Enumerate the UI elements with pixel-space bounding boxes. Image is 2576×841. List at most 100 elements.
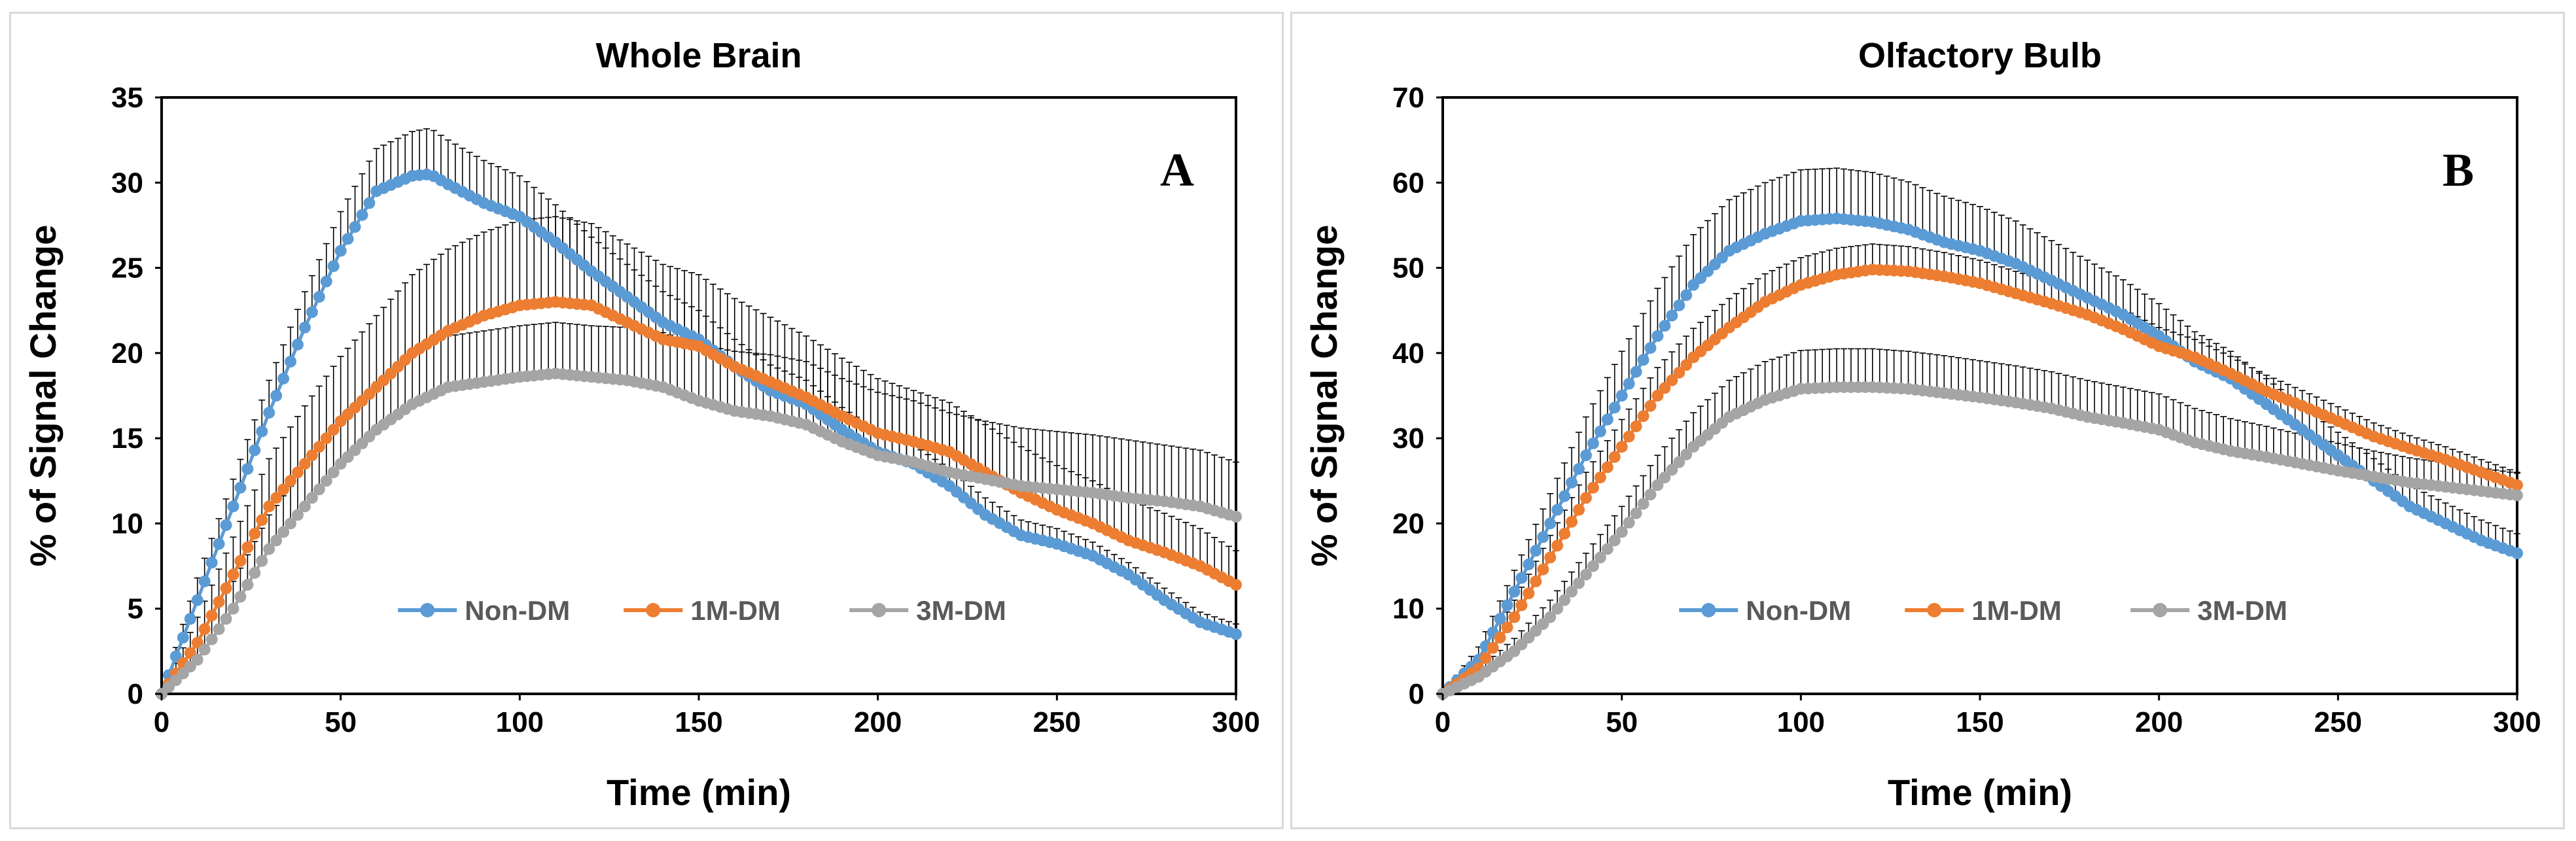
chart-olfactory-bulb: Olfactory Bulb 0 50 100 150 200 250 300 0 10 20 30 4… [1303,36,2541,813]
data-point [313,290,325,303]
data-point [2511,489,2523,502]
y-tick-label: 60 [1392,167,1424,199]
data-point [241,541,254,553]
data-point [291,509,304,521]
legend-label-3m-dm: 3M-DM [916,595,1006,626]
legend-marker-1m-dm [646,603,661,617]
data-point [234,591,247,603]
data-point [1508,585,1521,598]
x-tick-label: 300 [2493,706,2541,738]
data-point [1566,476,1578,489]
legend-label-non-dm: Non-DM [1746,595,1851,626]
y-tick-label: 0 [1409,678,1424,710]
data-point [234,481,247,494]
data-point [205,557,218,569]
y-axis-label: % of Signal Change [22,225,63,567]
y-tick-label: 30 [1392,422,1424,455]
data-point [1515,572,1528,584]
legend: Non-DM 1M-DM 3M-DM [1679,595,2287,626]
data-point [313,483,325,496]
data-point [1615,441,1628,453]
data-point [256,514,268,526]
data-point [298,458,311,470]
data-point [1601,461,1614,473]
data-point [1559,490,1571,502]
data-point [198,644,211,656]
data-point [334,245,347,257]
data-point [2511,547,2523,560]
data-point [184,613,196,625]
data-point [1551,504,1564,516]
data-point [298,321,311,334]
x-tick-label: 0 [1435,706,1451,738]
y-tick-label: 20 [111,337,143,369]
legend-marker-3m-dm [872,603,887,617]
data-point [1680,289,1693,301]
data-point [1659,382,1671,394]
chart-panel-olfactory-bulb: Olfactory Bulb 0 50 100 150 200 250 300 0 10 20 30 4… [1290,12,2565,829]
data-point [1680,448,1693,460]
data-point [1615,526,1628,538]
data-point [1501,599,1513,611]
legend-label-non-dm: Non-DM [465,595,570,626]
y-tick-label: 5 [128,593,143,625]
data-point [1230,511,1242,523]
data-point [285,355,297,368]
x-tick-label: 100 [1777,706,1825,738]
data-point [227,602,239,615]
data-point [263,543,275,555]
data-point [205,633,218,645]
series-3m-dm [156,368,1242,700]
data-point [291,466,304,479]
chart-title: Whole Brain [595,36,802,75]
data-point [1673,366,1685,379]
y-tick-label: 0 [128,678,143,710]
data-point [1666,374,1678,386]
data-point [220,613,232,625]
data-point [241,463,254,475]
data-point [1579,449,1592,462]
data-point [1630,507,1642,519]
data-point [320,275,332,288]
legend-marker-non-dm [1701,603,1716,617]
data-point [1615,390,1628,402]
data-point [1659,320,1671,332]
chart-title: Olfactory Bulb [1858,36,2102,75]
data-point [1559,594,1571,606]
data-point [234,555,247,567]
data-point [320,475,332,487]
data-point [1523,558,1535,570]
data-point [1587,481,1599,494]
data-point [1659,472,1671,484]
x-tick-label: 100 [496,706,544,738]
legend: Non-DM 1M-DM 3M-DM [398,595,1006,626]
data-point [249,528,261,540]
data-point [277,483,290,496]
y-tick-label: 40 [1392,337,1424,369]
data-point [1537,531,1549,543]
y-tick-label: 15 [111,422,143,455]
x-tick-label: 50 [325,706,357,738]
data-point [256,555,268,567]
y-axis-label: % of Signal Change [1303,225,1345,567]
x-tick-label: 50 [1606,706,1638,738]
data-point [1651,330,1664,342]
data-point [263,407,275,419]
data-point [227,568,239,581]
data-point [1651,479,1664,491]
data-point [342,233,354,245]
error-bars-non-dm [1446,167,2520,687]
data-point [306,306,318,318]
data-point [1623,377,1635,390]
data-point [1608,534,1621,547]
data-point [249,444,261,456]
data-point [1579,568,1592,581]
data-point [198,575,211,588]
data-point [298,500,311,513]
data-point [327,424,340,436]
data-point [1230,579,1242,591]
data-point [1487,642,1499,654]
data-point [205,609,218,622]
y-tick-label: 10 [111,507,143,540]
panel-letter: A [1160,144,1194,196]
